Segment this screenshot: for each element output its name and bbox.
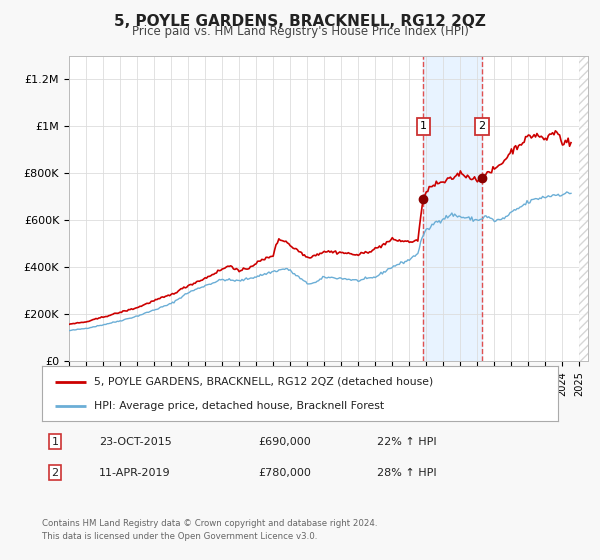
Text: 23-OCT-2015: 23-OCT-2015 [99,437,172,447]
Text: Price paid vs. HM Land Registry's House Price Index (HPI): Price paid vs. HM Land Registry's House … [131,25,469,38]
Text: 1: 1 [52,437,58,447]
Text: 2: 2 [479,122,486,132]
Text: 1: 1 [419,122,427,132]
Text: Contains HM Land Registry data © Crown copyright and database right 2024.: Contains HM Land Registry data © Crown c… [42,520,377,529]
Text: £690,000: £690,000 [259,437,311,447]
Text: 5, POYLE GARDENS, BRACKNELL, RG12 2QZ (detached house): 5, POYLE GARDENS, BRACKNELL, RG12 2QZ (d… [94,377,433,386]
Text: This data is licensed under the Open Government Licence v3.0.: This data is licensed under the Open Gov… [42,532,317,541]
Text: 11-APR-2019: 11-APR-2019 [99,468,170,478]
Text: 28% ↑ HPI: 28% ↑ HPI [377,468,437,478]
Text: 2: 2 [52,468,58,478]
Text: 22% ↑ HPI: 22% ↑ HPI [377,437,437,447]
Text: £780,000: £780,000 [259,468,311,478]
Text: 5, POYLE GARDENS, BRACKNELL, RG12 2QZ: 5, POYLE GARDENS, BRACKNELL, RG12 2QZ [114,14,486,29]
Text: HPI: Average price, detached house, Bracknell Forest: HPI: Average price, detached house, Brac… [94,401,384,410]
Bar [423,56,482,361]
